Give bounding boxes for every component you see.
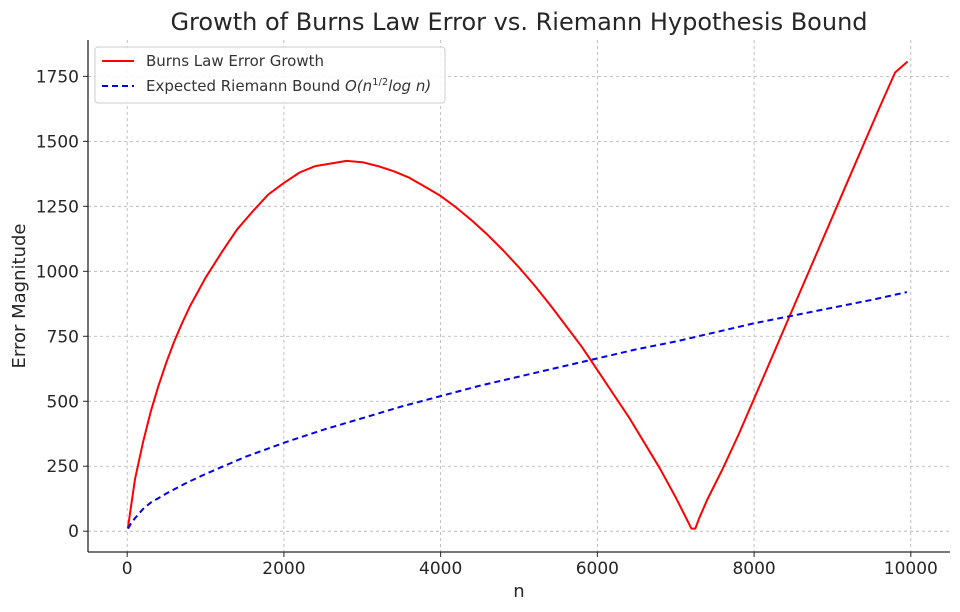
series-line-riemann [127,291,908,530]
axes [87,40,950,553]
x-axis-label: n [513,581,524,602]
y-tick-label: 250 [47,457,79,477]
y-tick-label: 1000 [36,262,79,282]
legend-label-burns: Burns Law Error Growth [146,52,324,70]
legend-box [94,46,446,104]
chart-title: Growth of Burns Law Error vs. Riemann Hy… [170,8,867,36]
y-axis-label: Error Magnitude [9,224,30,369]
x-tick-label: 0 [122,559,133,579]
x-tick-label: 2000 [262,559,305,579]
y-tick-label: 0 [68,522,79,542]
x-tick-label: 10000 [884,559,938,579]
y-tick-label: 1750 [36,67,79,87]
series-line-burns [127,61,908,530]
grid [88,40,950,552]
legend: Burns Law Error Growth Expected Riemann … [94,46,446,104]
legend-label-riemann: Expected Riemann Bound O(n1/2log n) [146,77,431,95]
y-tick-label: 1250 [36,197,79,217]
ticks: 0 2000 4000 6000 8000 10000 0 250 500 750 1000 1250… [36,67,938,579]
y-tick-label: 1500 [36,132,79,152]
x-tick-label: 4000 [419,559,462,579]
y-tick-label: 500 [47,392,79,412]
series-layer [127,61,908,530]
x-tick-label: 6000 [576,559,619,579]
x-tick-label: 8000 [732,559,775,579]
y-tick-label: 750 [47,327,79,347]
